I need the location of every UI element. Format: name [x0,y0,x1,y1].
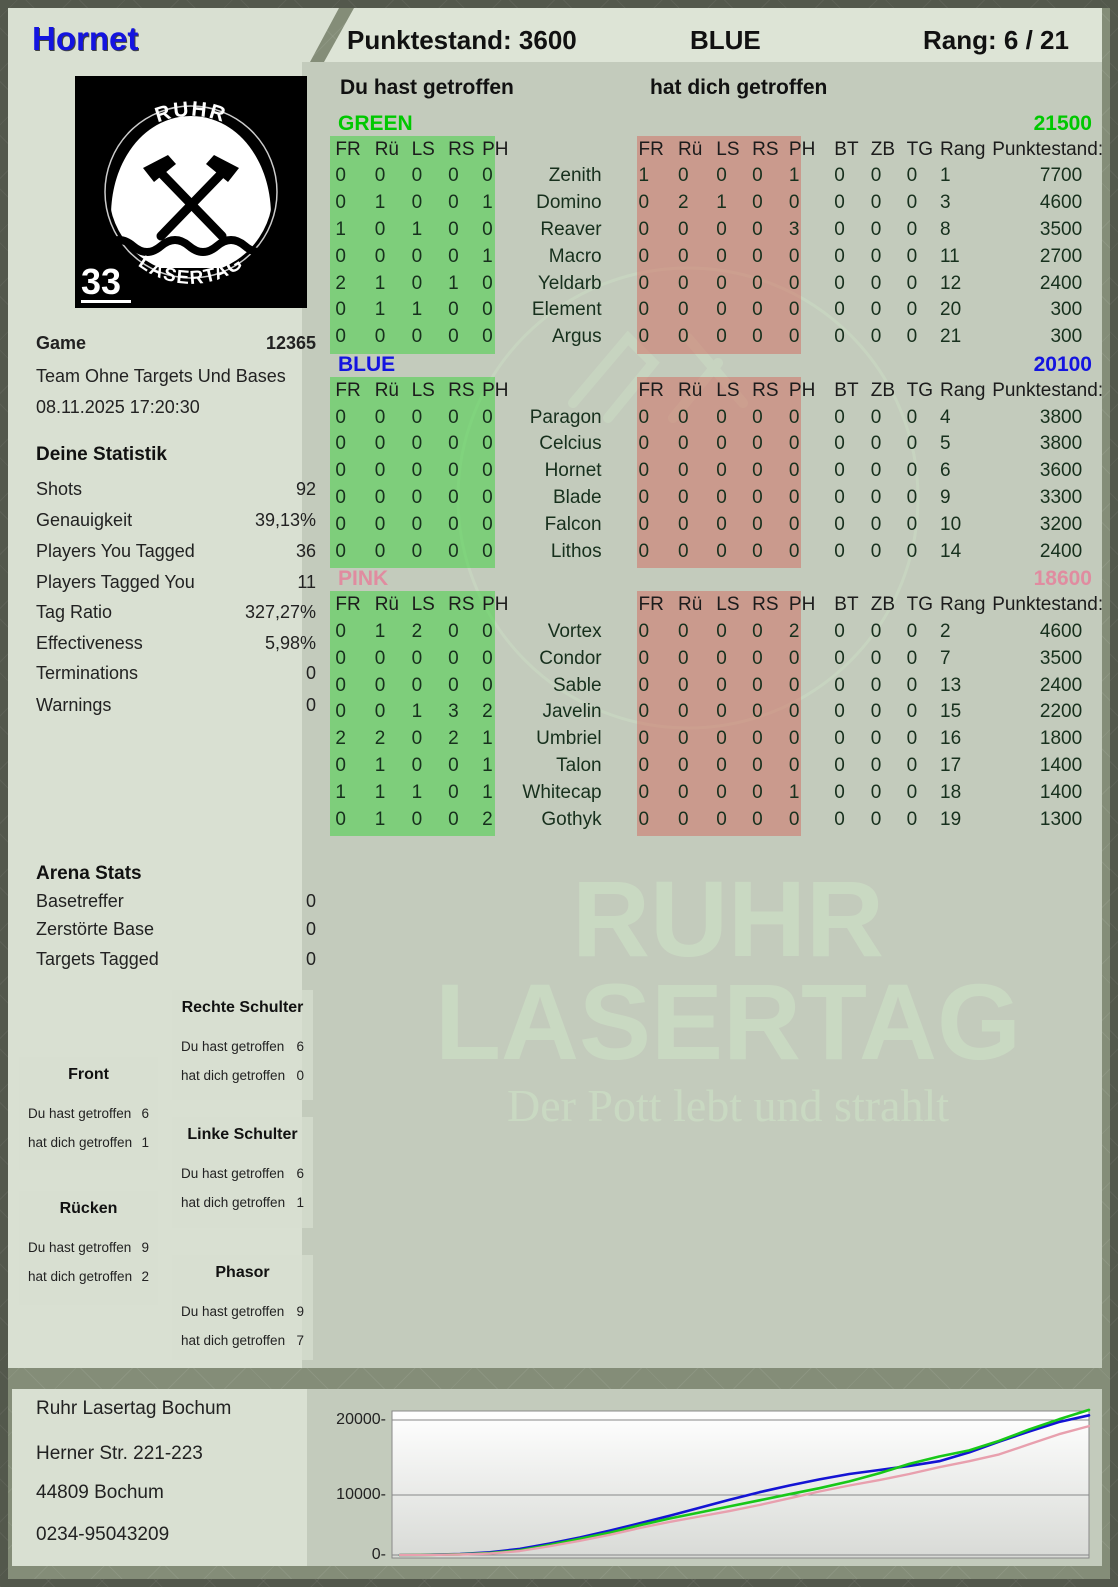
svg-text:0-: 0- [372,1546,386,1563]
svg-text:20000-: 20000- [336,1411,386,1428]
svg-text:10000-: 10000- [336,1486,386,1503]
